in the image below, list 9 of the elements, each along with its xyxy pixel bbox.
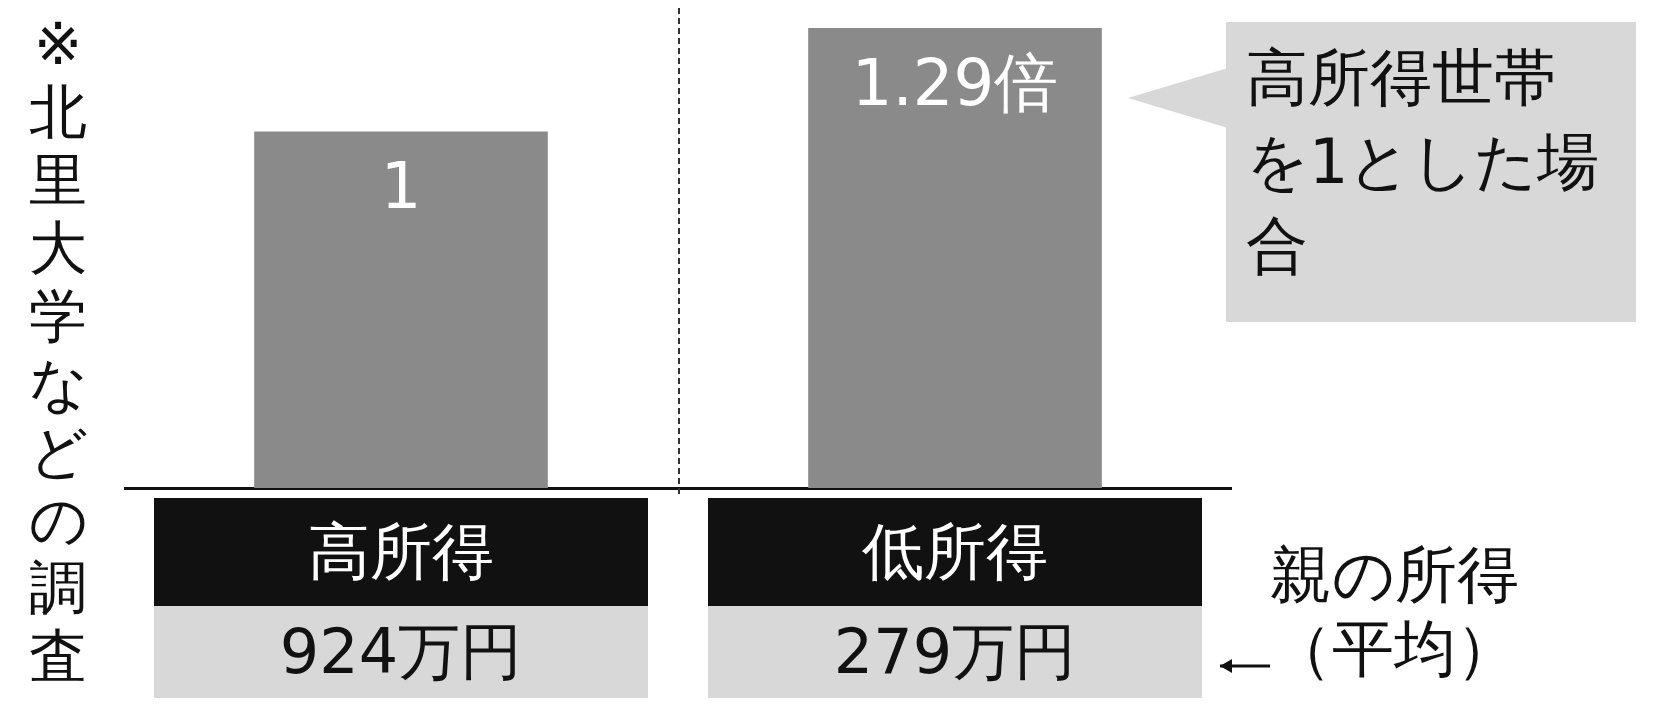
text: 親の所得（平均） — [1270, 538, 1520, 686]
x-tick-label: 低所得 — [708, 498, 1202, 606]
text: 279万円 — [708, 606, 1202, 698]
text: ※北里大学などの調査 — [28, 10, 88, 690]
text: 高所得世帯を1とした場合 — [1226, 22, 1636, 322]
data-label: 1 — [380, 149, 422, 224]
text: 924万円 — [154, 606, 648, 698]
x-tick-label: 高所得 — [154, 498, 648, 606]
data-label: 1.29倍 — [851, 45, 1059, 120]
